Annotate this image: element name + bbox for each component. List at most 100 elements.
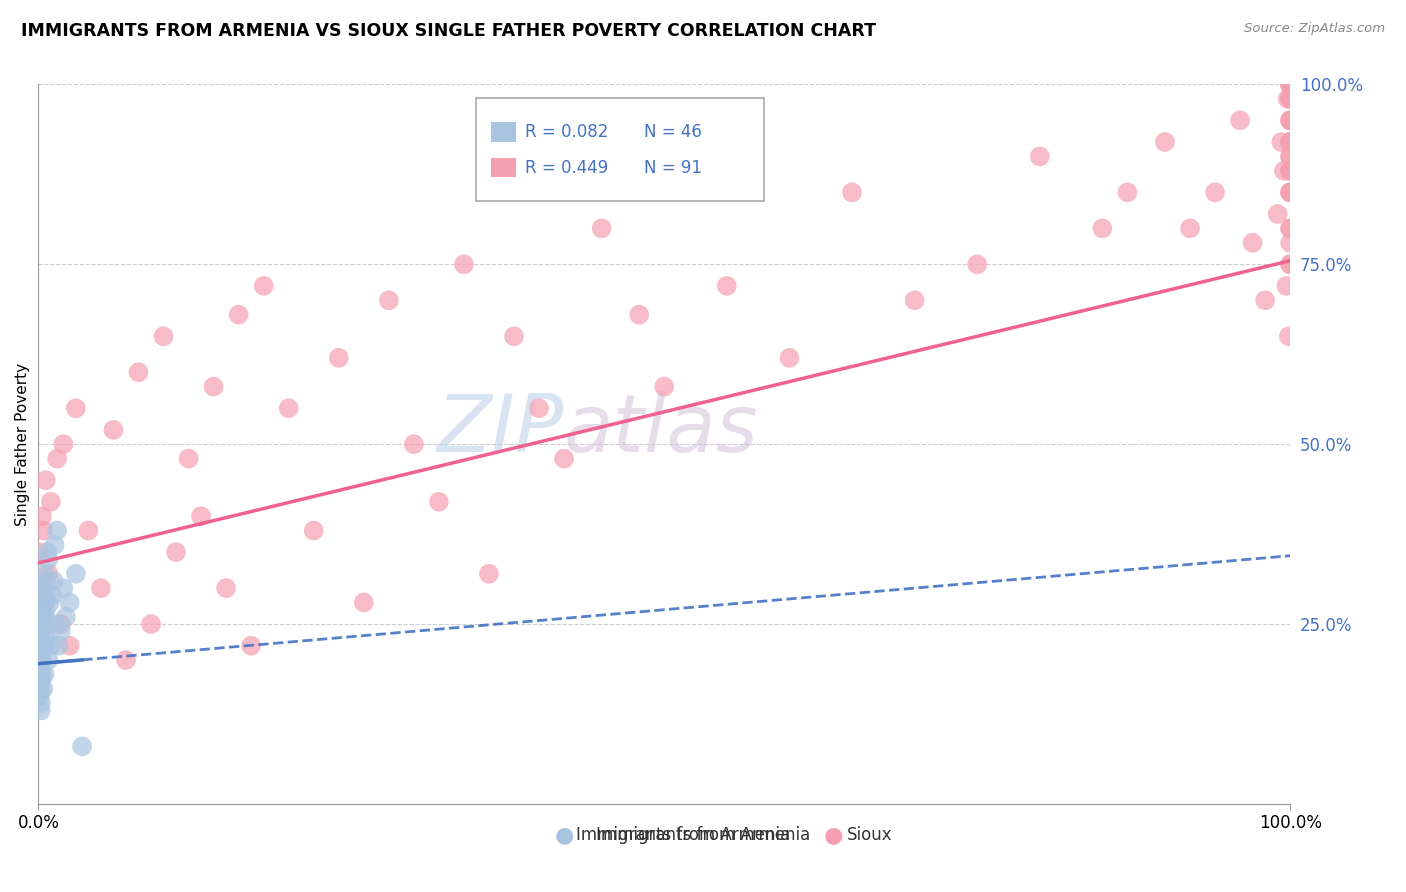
Point <box>49 624 72 639</box>
Point <box>37 552 59 566</box>
Point <box>31 653 53 667</box>
Point <box>1279 163 1302 178</box>
Point <box>30 681 52 696</box>
Point <box>41 588 63 602</box>
Point <box>1279 135 1302 149</box>
Point <box>32 595 55 609</box>
Point <box>139 617 162 632</box>
Point <box>177 451 200 466</box>
Point <box>1267 207 1289 221</box>
Point <box>628 308 651 322</box>
Text: Source: ZipAtlas.com: Source: ZipAtlas.com <box>1244 22 1385 36</box>
Point <box>652 379 675 393</box>
Point <box>1279 186 1302 200</box>
Point <box>190 509 212 524</box>
Point <box>32 581 55 595</box>
Text: IMMIGRANTS FROM ARMENIA VS SIOUX SINGLE FATHER POVERTY CORRELATION CHART: IMMIGRANTS FROM ARMENIA VS SIOUX SINGLE … <box>21 22 876 40</box>
Text: N = 46: N = 46 <box>644 123 702 141</box>
Text: R = 0.082: R = 0.082 <box>524 123 609 141</box>
Point <box>59 595 82 609</box>
Point <box>1278 329 1301 343</box>
Point <box>34 595 56 609</box>
Point <box>1279 221 1302 235</box>
Point <box>966 257 988 271</box>
Point <box>1279 92 1302 106</box>
Point <box>1279 135 1302 149</box>
Point <box>378 293 401 308</box>
Point <box>1279 235 1302 250</box>
Point <box>31 639 53 653</box>
Text: Immigrants from Armenia: Immigrants from Armenia <box>576 826 790 844</box>
Point <box>1279 78 1302 92</box>
Point <box>46 451 69 466</box>
Point <box>46 524 69 538</box>
Point <box>591 221 613 235</box>
Point <box>30 617 52 632</box>
Text: ZIP: ZIP <box>437 391 564 469</box>
Point <box>28 545 51 559</box>
Point <box>28 660 51 674</box>
Point <box>841 186 863 200</box>
Point <box>48 639 70 653</box>
Point <box>1279 135 1302 149</box>
Point <box>215 581 238 595</box>
Point <box>1279 186 1302 200</box>
Point <box>65 401 87 416</box>
Point <box>65 566 87 581</box>
Point <box>39 495 62 509</box>
Point <box>527 401 550 416</box>
Text: atlas: atlas <box>564 391 759 469</box>
Text: Immigrants from Armenia: Immigrants from Armenia <box>596 826 810 844</box>
Point <box>1279 163 1302 178</box>
Point <box>49 617 72 632</box>
Point <box>228 308 250 322</box>
Point <box>59 639 82 653</box>
Point <box>165 545 187 559</box>
Point <box>31 624 53 639</box>
Point <box>31 667 53 681</box>
Text: ●: ● <box>824 825 844 846</box>
Point <box>202 379 225 393</box>
Point <box>1254 293 1277 308</box>
Point <box>716 279 738 293</box>
Point <box>30 581 52 595</box>
Point <box>1204 186 1226 200</box>
Point <box>31 603 53 617</box>
Point <box>28 689 51 703</box>
Point <box>1279 257 1302 271</box>
Point <box>1229 113 1251 128</box>
Point <box>30 703 52 717</box>
Point <box>35 545 58 559</box>
Point <box>1277 92 1299 106</box>
Point <box>39 639 62 653</box>
Point <box>1279 92 1302 106</box>
Point <box>904 293 927 308</box>
Point <box>1091 221 1114 235</box>
Point <box>328 351 350 365</box>
Point <box>1279 149 1302 163</box>
Point <box>90 581 112 595</box>
Point <box>37 566 59 581</box>
Point <box>42 574 65 588</box>
Point <box>32 681 55 696</box>
Point <box>34 610 56 624</box>
Point <box>1272 163 1295 178</box>
Point <box>152 329 174 343</box>
Point <box>77 524 100 538</box>
Point <box>1279 78 1302 92</box>
Point <box>1270 135 1292 149</box>
Point <box>28 667 51 681</box>
Point <box>44 538 66 552</box>
Point <box>28 646 51 660</box>
Point <box>32 524 55 538</box>
Point <box>1279 113 1302 128</box>
Point <box>1279 113 1302 128</box>
Point <box>35 574 58 588</box>
Point <box>277 401 299 416</box>
Point <box>1279 113 1302 128</box>
Point <box>1279 149 1302 163</box>
Point <box>115 653 138 667</box>
Point <box>1279 92 1302 106</box>
Point <box>1279 163 1302 178</box>
Point <box>478 566 501 581</box>
